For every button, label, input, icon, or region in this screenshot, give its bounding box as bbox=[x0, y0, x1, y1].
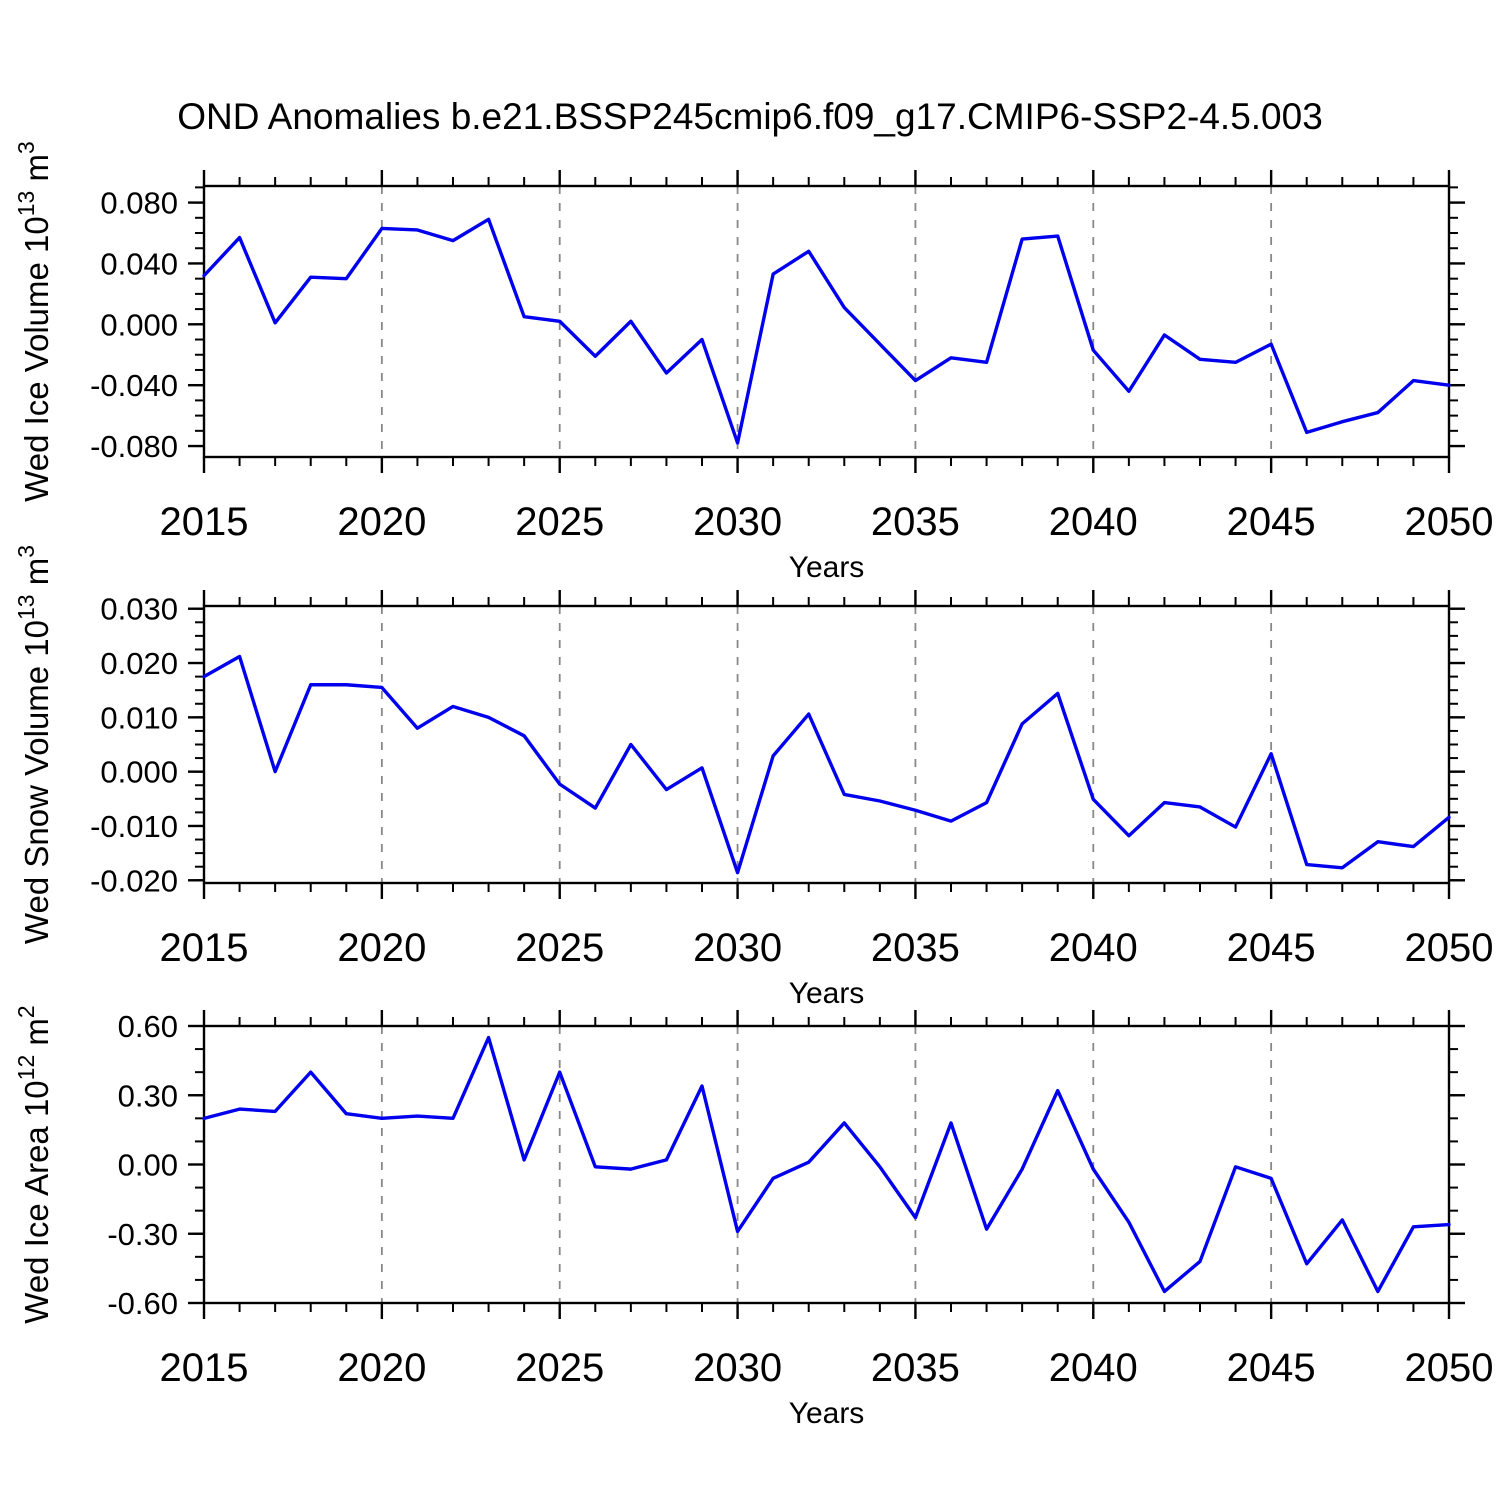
y-tick-label: 0.030 bbox=[100, 592, 178, 627]
plot-frame bbox=[202, 604, 1451, 885]
wed-ice-volume-line bbox=[202, 217, 1451, 445]
x-tick-label: 2015 bbox=[160, 926, 249, 970]
x-tick-label: 2030 bbox=[693, 926, 782, 970]
x-tick-label: 2035 bbox=[871, 926, 960, 970]
wed-ice-area-panel: 2015 2020 2025 2030 2035 2040 2045 2050 0.60 0.30… bbox=[13, 1005, 1493, 1430]
y-tick-label: 0.020 bbox=[100, 646, 178, 681]
x-tick-label: 2025 bbox=[515, 926, 604, 970]
x-tick-label: 2050 bbox=[1405, 500, 1494, 544]
x-tick-label: 2050 bbox=[1405, 926, 1494, 970]
x-tick-label: 2050 bbox=[1405, 1346, 1494, 1390]
y-tick-label: -0.040 bbox=[90, 368, 178, 403]
wed-ice-area-line bbox=[202, 1035, 1451, 1294]
x-tick-label: 2025 bbox=[515, 1346, 604, 1390]
x-tick-label: 2035 bbox=[871, 500, 960, 544]
y-tick-label: -0.080 bbox=[90, 429, 178, 464]
y-tick-label: 0.040 bbox=[100, 246, 178, 281]
y-tick-label: 0.000 bbox=[100, 755, 178, 790]
x-tick-label: 2035 bbox=[871, 1346, 960, 1390]
x-tick-label: 2030 bbox=[693, 1346, 782, 1390]
y-tick-label: 0.60 bbox=[118, 1009, 178, 1044]
x-tick-label: 2040 bbox=[1049, 500, 1138, 544]
y-tick-label: 0.00 bbox=[118, 1148, 178, 1183]
y-tick-label: -0.020 bbox=[90, 863, 178, 898]
x-tick-label: 2040 bbox=[1049, 1346, 1138, 1390]
y-tick-label: 0.010 bbox=[100, 700, 178, 735]
x-tick-label: 2045 bbox=[1227, 1346, 1316, 1390]
x-tick-label: 2015 bbox=[160, 1346, 249, 1390]
chart-title: OND Anomalies b.e21.BSSP245cmip6.f09_g17… bbox=[177, 96, 1323, 137]
y-axis-title: Wed Ice Area 1012 m2 bbox=[13, 1005, 55, 1323]
y-tick-label: -0.30 bbox=[107, 1217, 178, 1252]
plot-frame bbox=[202, 1024, 1451, 1305]
x-axis-title: Years bbox=[789, 977, 865, 1010]
x-tick-label: 2025 bbox=[515, 500, 604, 544]
x-axis-title: Years bbox=[789, 551, 865, 584]
x-tick-label: 2020 bbox=[337, 500, 426, 544]
y-tick-label: 0.080 bbox=[100, 186, 178, 221]
y-tick-label: 0.000 bbox=[100, 307, 178, 342]
x-tick-label: 2030 bbox=[693, 500, 782, 544]
x-tick-label: 2020 bbox=[337, 1346, 426, 1390]
y-axis-title: Wed Ice Volume 1013 m3 bbox=[13, 141, 55, 502]
x-axis-title: Years bbox=[789, 1397, 865, 1430]
x-tick-label: 2045 bbox=[1227, 926, 1316, 970]
wed-snow-volume-panel: 2015 2020 2025 2030 2035 2040 2045 2050 0.030 0.0… bbox=[13, 545, 1493, 1010]
x-tick-label: 2045 bbox=[1227, 500, 1316, 544]
x-tick-label: 2040 bbox=[1049, 926, 1138, 970]
plot-frame bbox=[202, 184, 1451, 459]
y-tick-label: 0.30 bbox=[118, 1078, 178, 1113]
y-tick-label: -0.60 bbox=[107, 1286, 178, 1321]
wed-snow-volume-line bbox=[202, 654, 1451, 875]
x-tick-label: 2015 bbox=[160, 500, 249, 544]
x-tick-label: 2020 bbox=[337, 926, 426, 970]
wed-ice-volume-panel: 2015 2020 2025 2030 2035 2040 2045 2050 0.080 0.0… bbox=[13, 141, 1493, 584]
y-axis-title: Wed Snow Volume 1013 m3 bbox=[13, 545, 55, 944]
y-tick-label: -0.010 bbox=[90, 809, 178, 844]
